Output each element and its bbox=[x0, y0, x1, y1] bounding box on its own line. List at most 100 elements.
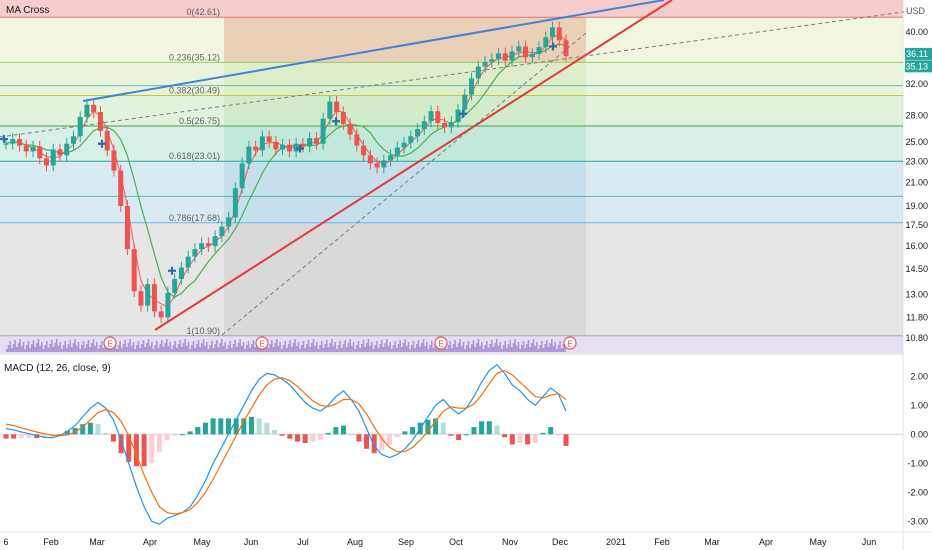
volume-bar bbox=[34, 347, 36, 352]
volume-bar bbox=[489, 344, 491, 352]
volume-bar bbox=[156, 341, 158, 352]
volume-bar bbox=[144, 347, 146, 352]
volume-bar bbox=[369, 346, 371, 352]
candle-body bbox=[543, 37, 549, 48]
macd-histogram-bar bbox=[57, 434, 63, 436]
volume-bar bbox=[174, 341, 176, 352]
volume-bar bbox=[7, 345, 10, 352]
volume-bar bbox=[362, 340, 365, 352]
volume-bar bbox=[21, 346, 23, 352]
price-axis[interactable]: 40.0036.0032.0028.0025.0023.0021.0019.00… bbox=[904, 0, 932, 550]
fib-band-active bbox=[224, 222, 586, 336]
volume-bar bbox=[411, 345, 413, 352]
volume-bar bbox=[67, 344, 70, 352]
volume-bar bbox=[187, 342, 190, 352]
volume-bar bbox=[162, 347, 165, 352]
volume-bar bbox=[121, 348, 123, 352]
volume-bar bbox=[32, 340, 35, 352]
macd-histogram-bar bbox=[333, 427, 339, 435]
volume-bar bbox=[327, 347, 330, 352]
volume-bar bbox=[329, 343, 331, 352]
volume-bar bbox=[9, 341, 11, 352]
volume-bar bbox=[191, 345, 193, 352]
macd-histogram-bar bbox=[486, 421, 492, 435]
volume-bar bbox=[59, 342, 61, 352]
volume-bar bbox=[267, 348, 270, 352]
volume-bar bbox=[354, 349, 356, 352]
volume-bar bbox=[81, 345, 83, 352]
candle-body bbox=[408, 136, 414, 143]
price-tick-label: 10.80 bbox=[905, 333, 928, 343]
trendlines[interactable] bbox=[0, 0, 932, 336]
support-trendline bbox=[154, 0, 673, 331]
candle-body bbox=[307, 138, 313, 147]
candle-body bbox=[111, 150, 117, 171]
candle-body bbox=[523, 46, 529, 58]
volume-bar bbox=[401, 347, 403, 352]
volume-bar bbox=[359, 348, 361, 352]
volume-bar bbox=[374, 345, 376, 352]
volume-bar bbox=[12, 344, 15, 352]
volume-bar bbox=[274, 343, 276, 352]
macd-histogram-bar bbox=[341, 425, 347, 435]
time-tick-label: Mar bbox=[704, 537, 720, 547]
volume-bar bbox=[472, 340, 475, 352]
volume-bar bbox=[157, 348, 160, 352]
fib-level-label: 0.786(17.68) bbox=[169, 213, 220, 223]
volume-bar bbox=[234, 340, 236, 352]
volume-bar bbox=[224, 342, 226, 352]
volume-bar bbox=[51, 340, 53, 352]
macd-tick-label: -1.00 bbox=[907, 458, 928, 468]
volume-bar bbox=[459, 339, 461, 352]
indicator-title[interactable]: MA Cross bbox=[6, 5, 50, 16]
volume-bar bbox=[146, 343, 148, 352]
volume-bar bbox=[531, 343, 533, 352]
volume-bar bbox=[14, 340, 16, 352]
volume-bar bbox=[477, 339, 480, 352]
volume-bar bbox=[382, 347, 385, 352]
volume-bar bbox=[554, 342, 556, 352]
volume-bar bbox=[521, 345, 523, 352]
volume-bar bbox=[406, 346, 408, 352]
volume-bar bbox=[307, 340, 310, 352]
earnings-marker bbox=[434, 336, 448, 350]
volume-bar bbox=[27, 341, 30, 352]
time-axis[interactable]: 6 Feb Mar Apr May Jun Jul Aug Sep Oct Nov Dec 2021 Fe… bbox=[0, 531, 932, 547]
macd-tick-label: 2.00 bbox=[910, 371, 928, 381]
time-tick-label: Jun bbox=[244, 537, 259, 547]
time-tick-label: Jul bbox=[297, 537, 309, 547]
volume-bar bbox=[299, 349, 301, 352]
volume-bar bbox=[461, 346, 463, 352]
candle-body bbox=[145, 284, 151, 306]
candle-body bbox=[313, 138, 319, 144]
macd-histogram-bar bbox=[95, 424, 101, 435]
volume-bar bbox=[42, 349, 45, 352]
volume-bar bbox=[74, 339, 76, 352]
volume-bar bbox=[172, 345, 175, 352]
volume-bar bbox=[482, 349, 485, 352]
volume-bar bbox=[526, 344, 528, 352]
macd-histogram-bar bbox=[295, 434, 301, 442]
macd-histogram-bar bbox=[3, 434, 9, 439]
macd-histogram-bar bbox=[126, 434, 132, 462]
volume-bar bbox=[371, 342, 373, 352]
volume-bar bbox=[426, 342, 428, 352]
candlesticks[interactable] bbox=[3, 21, 569, 324]
macd-title[interactable]: MACD (12, 26, close, 9) bbox=[4, 363, 111, 374]
volume-bar bbox=[277, 346, 280, 352]
macd-tick-label: 0.00 bbox=[910, 429, 928, 439]
price-tick-label: 11.80 bbox=[906, 312, 928, 322]
volume-bar bbox=[464, 349, 466, 352]
volume-bar bbox=[217, 347, 220, 352]
candle-body bbox=[563, 40, 569, 56]
volume-bar bbox=[24, 349, 26, 352]
volume-bar bbox=[289, 340, 291, 352]
candle-body bbox=[320, 118, 326, 144]
volume-bar bbox=[19, 339, 21, 352]
volume-bar bbox=[29, 348, 31, 352]
macd-histogram-bar bbox=[41, 434, 47, 438]
volume-bar bbox=[351, 346, 353, 352]
volume-bar bbox=[254, 347, 256, 352]
